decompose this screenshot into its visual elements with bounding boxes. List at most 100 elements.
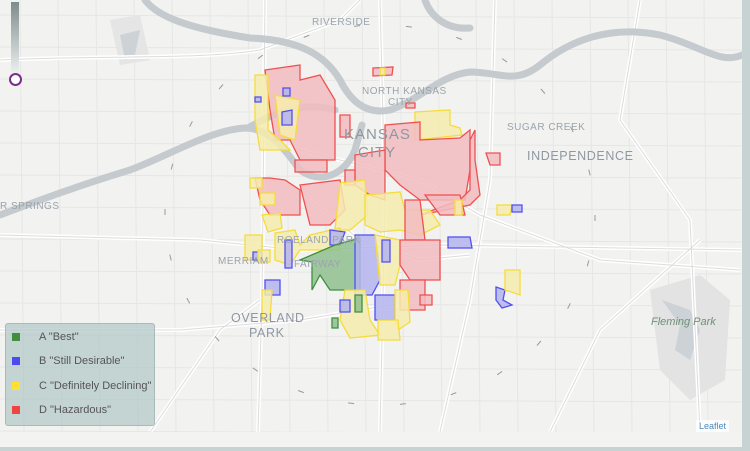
legend-item-c: C "Definitely Declining" xyxy=(12,379,151,393)
street xyxy=(551,0,557,432)
label-springs: R SPRINGS xyxy=(0,201,60,212)
legend-swatch-c xyxy=(12,382,20,390)
frame-border-right xyxy=(742,0,750,451)
zone-grade-c[interactable] xyxy=(257,249,271,263)
label-merriam: MERRIAM xyxy=(218,256,269,267)
street xyxy=(0,430,372,432)
boundary-dash xyxy=(450,392,457,396)
zone-grade-c[interactable] xyxy=(504,269,521,296)
legend: A "Best" B "Still Desirable" C "Definite… xyxy=(5,323,155,426)
label-kansas-city-2: CITY xyxy=(358,144,397,161)
label-roeland-park: ROELAND PARK xyxy=(277,235,361,246)
zone-grade-d[interactable] xyxy=(294,159,328,173)
highway-edge xyxy=(0,0,361,61)
zone-grade-c[interactable] xyxy=(259,192,276,206)
zone-grade-b[interactable] xyxy=(511,204,523,213)
highway-edge xyxy=(149,299,261,432)
zone-grade-b[interactable] xyxy=(284,239,293,269)
street xyxy=(589,0,595,432)
boundary-dash xyxy=(303,34,310,38)
legend-label: B "Still Desirable" xyxy=(39,355,125,367)
legend-item-a: A "Best" xyxy=(12,330,79,344)
zone-grade-a[interactable] xyxy=(354,294,363,313)
boundary-dash xyxy=(186,297,191,304)
zone-grade-c[interactable] xyxy=(394,289,411,332)
boundary-dash xyxy=(586,260,590,267)
label-fleming-park: Fleming Park xyxy=(651,316,716,328)
zone-grade-b[interactable] xyxy=(254,96,262,103)
zone-grade-d[interactable] xyxy=(339,114,351,138)
street xyxy=(0,14,742,19)
map[interactable]: RIVERSIDE NORTH KANSAS CITY KANSAS CITY … xyxy=(0,0,742,432)
legend-label: A "Best" xyxy=(39,331,79,343)
zone-grade-d[interactable] xyxy=(419,294,433,306)
leaflet-attribution-link[interactable]: Leaflet xyxy=(696,420,730,432)
zone-grade-b[interactable] xyxy=(374,294,396,321)
zone-grade-a[interactable] xyxy=(297,237,361,291)
legend-label: D "Hazardous" xyxy=(39,404,112,416)
highway-edge xyxy=(549,239,701,432)
zone-grade-c[interactable] xyxy=(261,212,283,233)
boundary-dash xyxy=(540,88,546,94)
boundary-dash xyxy=(169,254,172,261)
boundary-dash xyxy=(588,169,591,176)
zone-grade-c[interactable] xyxy=(377,319,401,341)
street xyxy=(171,0,177,432)
zone-grade-b[interactable] xyxy=(447,236,473,249)
lake xyxy=(662,300,700,360)
zone-grade-c[interactable] xyxy=(334,179,369,231)
redlining-zones-layer[interactable] xyxy=(0,0,742,432)
legend-swatch-d xyxy=(12,406,20,414)
label-independence: INDEPENDENCE xyxy=(527,149,634,163)
legend-swatch-b xyxy=(12,357,20,365)
label-kansas-city: KANSAS xyxy=(344,126,411,143)
label-riverside: RIVERSIDE xyxy=(312,17,371,28)
lake xyxy=(120,30,140,60)
zone-grade-c[interactable] xyxy=(249,177,263,189)
street xyxy=(513,0,519,432)
zone-grade-a[interactable] xyxy=(331,317,339,329)
zone-grade-b[interactable] xyxy=(282,87,291,97)
boundary-dash xyxy=(257,54,264,60)
zone-grade-d[interactable] xyxy=(405,102,416,109)
zone-grade-c[interactable] xyxy=(414,109,463,141)
boundary-dash xyxy=(567,303,571,309)
boundary-dash xyxy=(496,370,503,376)
boundary-dash xyxy=(218,84,224,90)
river xyxy=(0,121,366,219)
zone-grade-b[interactable] xyxy=(281,109,293,126)
zone-grade-b[interactable] xyxy=(381,239,391,263)
river xyxy=(141,0,742,115)
legend-item-b: B "Still Desirable" xyxy=(12,354,124,368)
legend-item-d: D "Hazardous" xyxy=(12,403,111,417)
zone-grade-c[interactable] xyxy=(254,74,292,151)
boundary-dash xyxy=(569,126,574,133)
zone-grade-b[interactable] xyxy=(339,299,351,313)
zone-grade-d[interactable] xyxy=(404,199,426,241)
zone-grade-c[interactable] xyxy=(261,289,273,321)
boundary-dash xyxy=(354,25,361,27)
zone-grade-c[interactable] xyxy=(496,204,513,216)
label-north-kansas-city: NORTH KANSAS xyxy=(362,86,447,97)
opacity-slider-track[interactable] xyxy=(11,2,19,74)
zone-grade-c[interactable] xyxy=(454,199,463,216)
opacity-slider-handle[interactable] xyxy=(9,73,22,86)
boundary-dash xyxy=(399,403,406,405)
street xyxy=(247,0,253,432)
boundary-dash xyxy=(252,367,259,372)
boundary-dash xyxy=(348,402,355,405)
boundary-dash xyxy=(214,336,220,342)
street xyxy=(0,78,742,83)
boundary-dash xyxy=(501,58,508,63)
zone-grade-c[interactable] xyxy=(379,67,386,76)
street xyxy=(437,0,443,432)
zone-grade-d[interactable] xyxy=(485,152,501,166)
street xyxy=(209,0,215,432)
boundary-dash xyxy=(536,340,542,346)
label-north-kansas-city-2: CITY xyxy=(388,97,413,108)
label-overland-park-2: PARK xyxy=(249,326,285,340)
highway-edge xyxy=(619,0,701,432)
zone-grade-d[interactable] xyxy=(399,239,441,281)
label-fairway: FAIRWAY xyxy=(294,259,342,270)
legend-swatch-a xyxy=(12,333,20,341)
